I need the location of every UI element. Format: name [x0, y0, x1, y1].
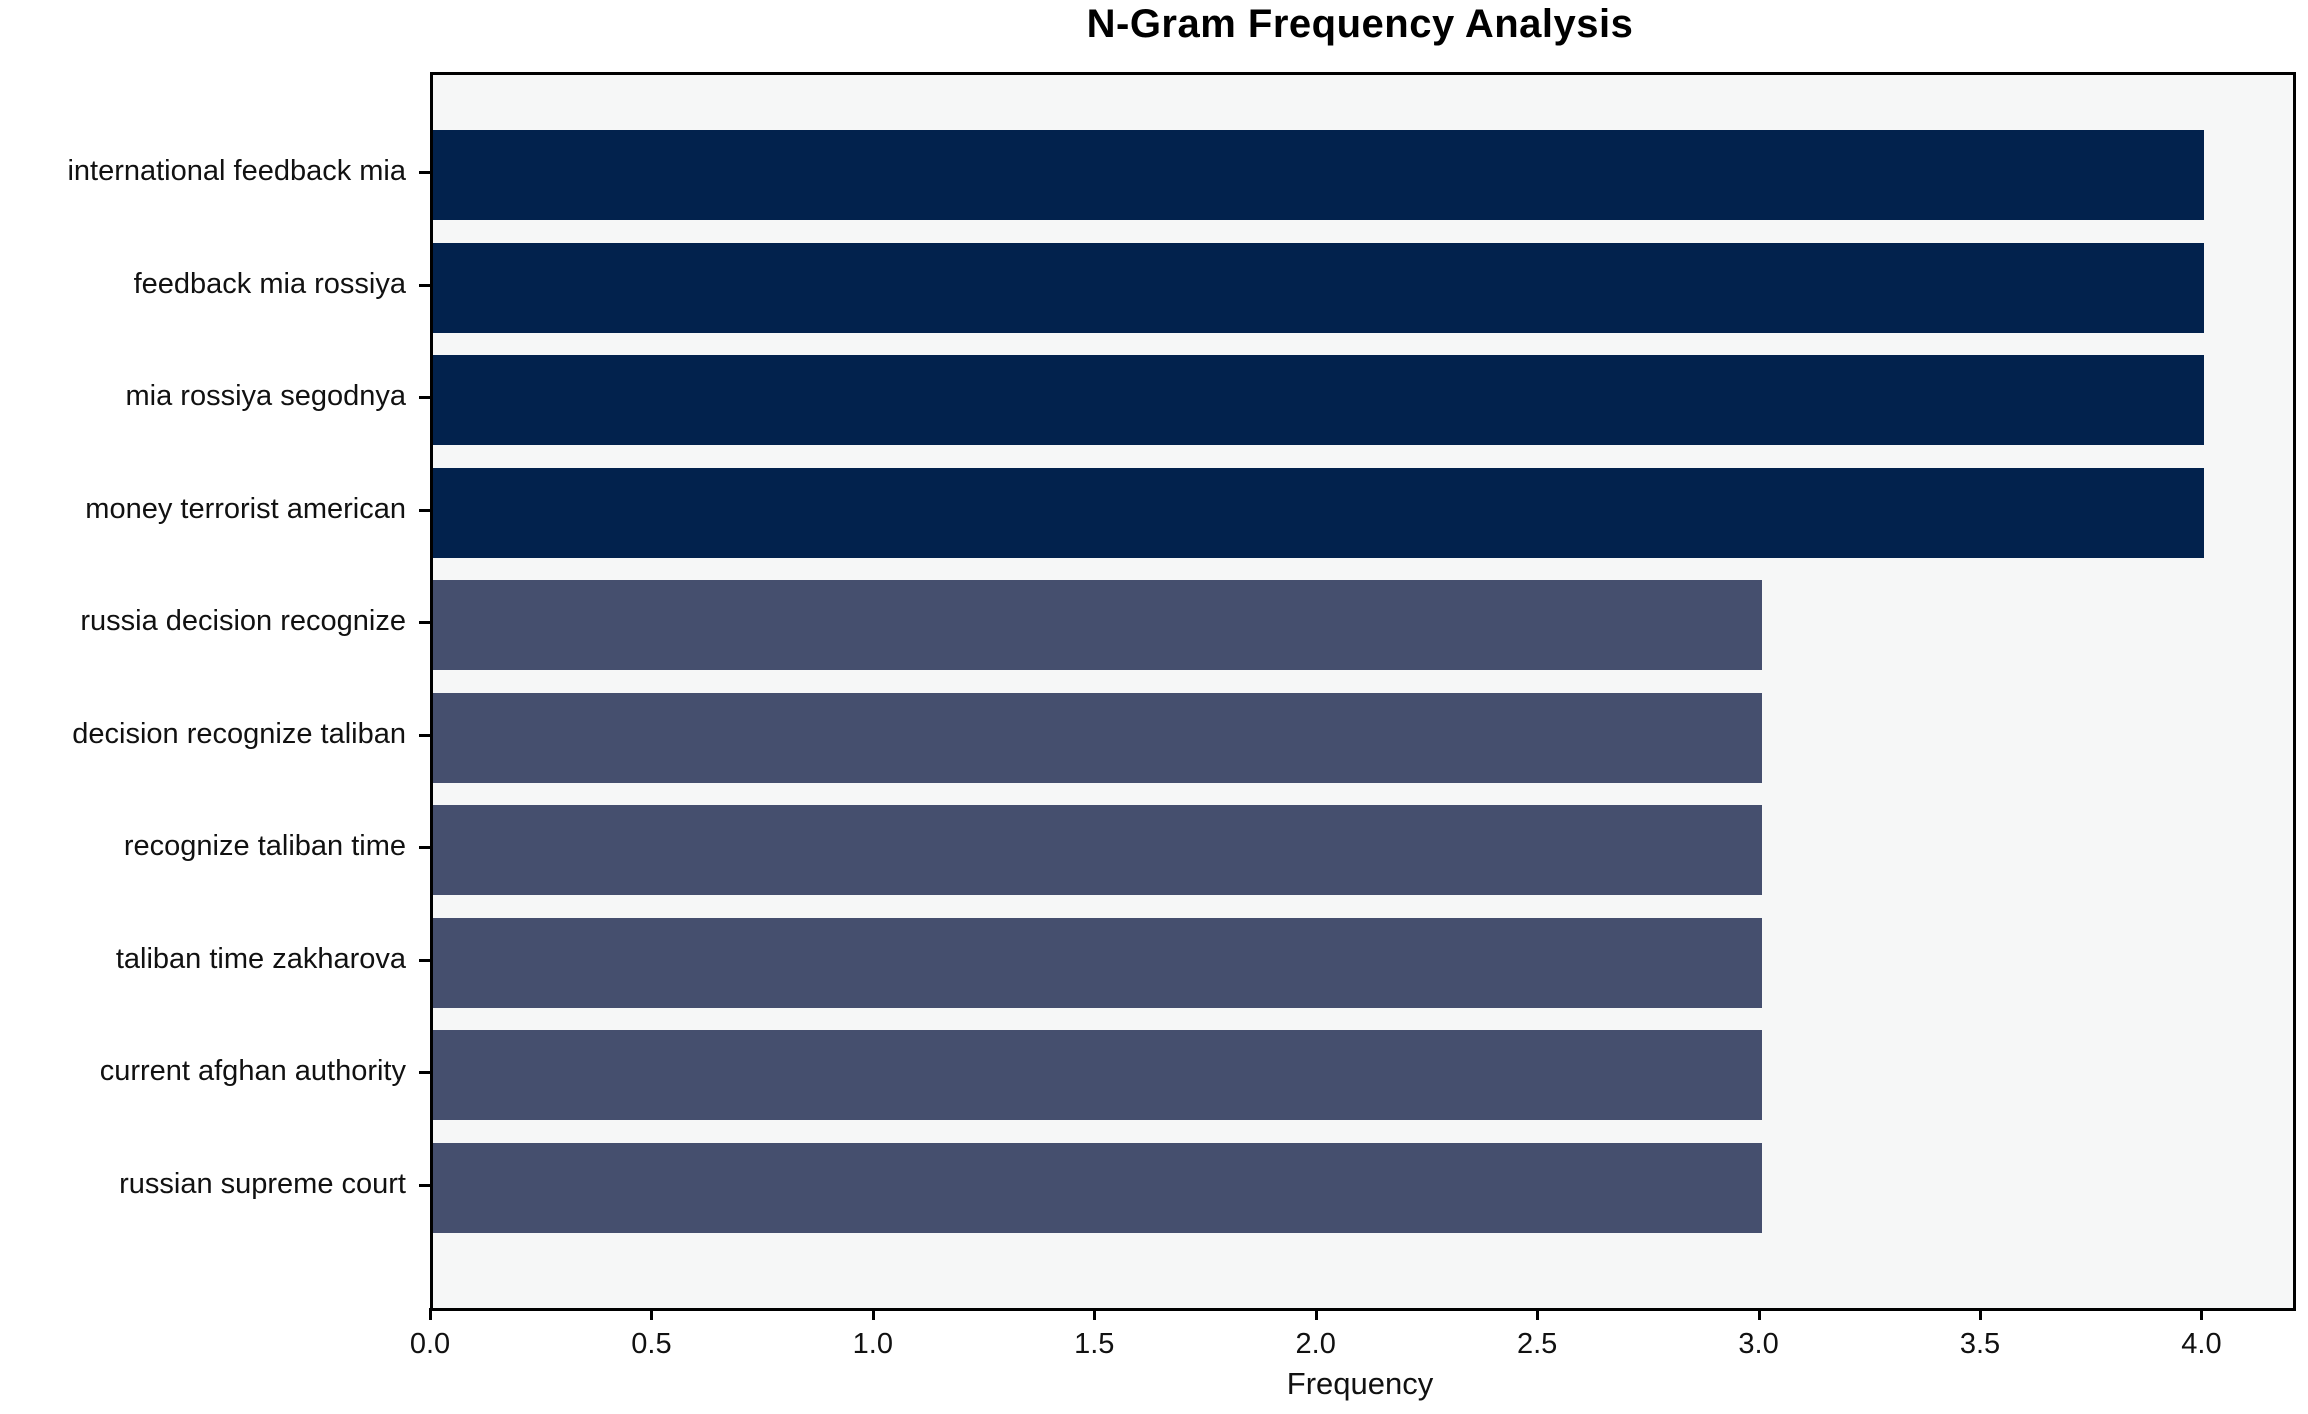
- y-tick-mark: [419, 621, 430, 625]
- y-tick-label: international feedback mia: [67, 155, 406, 188]
- x-tick-label: 0.5: [631, 1328, 672, 1360]
- x-tick-mark: [429, 1308, 432, 1320]
- x-tick-mark: [1979, 1308, 1982, 1320]
- y-tick-mark: [419, 283, 430, 287]
- x-tick-label: 1.5: [1074, 1328, 1115, 1360]
- bar: [433, 692, 1762, 783]
- x-tick-label: 1.0: [852, 1328, 894, 1360]
- bar: [433, 242, 2205, 333]
- chart-title: N-Gram Frequency Analysis: [1086, 2, 1634, 46]
- y-tick-mark: [419, 1071, 430, 1075]
- x-tick-label: 2.0: [1295, 1328, 1336, 1360]
- bar: [433, 467, 2205, 558]
- plot-area: [430, 72, 2296, 1311]
- y-tick-label: current afghan authority: [99, 1055, 406, 1088]
- bar: [433, 917, 1762, 1008]
- y-tick-mark: [419, 733, 430, 737]
- y-tick-label: mia rossiya segodnya: [125, 380, 406, 413]
- y-tick-label: money terrorist american: [85, 492, 406, 525]
- y-tick-label: russian supreme court: [119, 1167, 406, 1200]
- bar: [433, 130, 2205, 221]
- x-tick-mark: [871, 1308, 875, 1320]
- x-axis-label: Frequency: [1286, 1366, 1434, 1401]
- bar: [433, 1030, 1762, 1121]
- x-tick-mark: [1093, 1308, 1097, 1320]
- x-tick-label: 4.0: [2181, 1328, 2222, 1360]
- bar: [433, 355, 2205, 446]
- y-tick-mark: [419, 508, 430, 512]
- y-tick-mark: [419, 396, 430, 400]
- y-tick-mark: [419, 846, 430, 850]
- bar: [433, 805, 1762, 896]
- bar: [433, 580, 1762, 671]
- y-tick-label: feedback mia rossiya: [133, 267, 406, 300]
- y-tick-label: taliban time zakharova: [115, 942, 406, 975]
- y-tick-mark: [419, 171, 430, 175]
- x-tick-mark: [1757, 1308, 1761, 1320]
- y-tick-label: recognize taliban time: [123, 830, 406, 863]
- y-tick-label: decision recognize taliban: [72, 717, 406, 750]
- bar: [433, 1142, 1762, 1233]
- x-tick-mark: [1314, 1308, 1318, 1320]
- x-tick-label: 2.5: [1516, 1328, 1558, 1360]
- x-tick-label: 3.0: [1738, 1328, 1779, 1360]
- x-tick-mark: [1536, 1308, 1540, 1320]
- x-tick-label: 3.5: [1959, 1328, 2001, 1360]
- y-tick-mark: [419, 958, 430, 962]
- x-tick-mark: [2200, 1308, 2204, 1320]
- y-tick-mark: [419, 1183, 430, 1187]
- x-tick-mark: [650, 1308, 654, 1320]
- x-tick-label: 0.0: [409, 1328, 451, 1360]
- y-tick-label: russia decision recognize: [80, 605, 406, 638]
